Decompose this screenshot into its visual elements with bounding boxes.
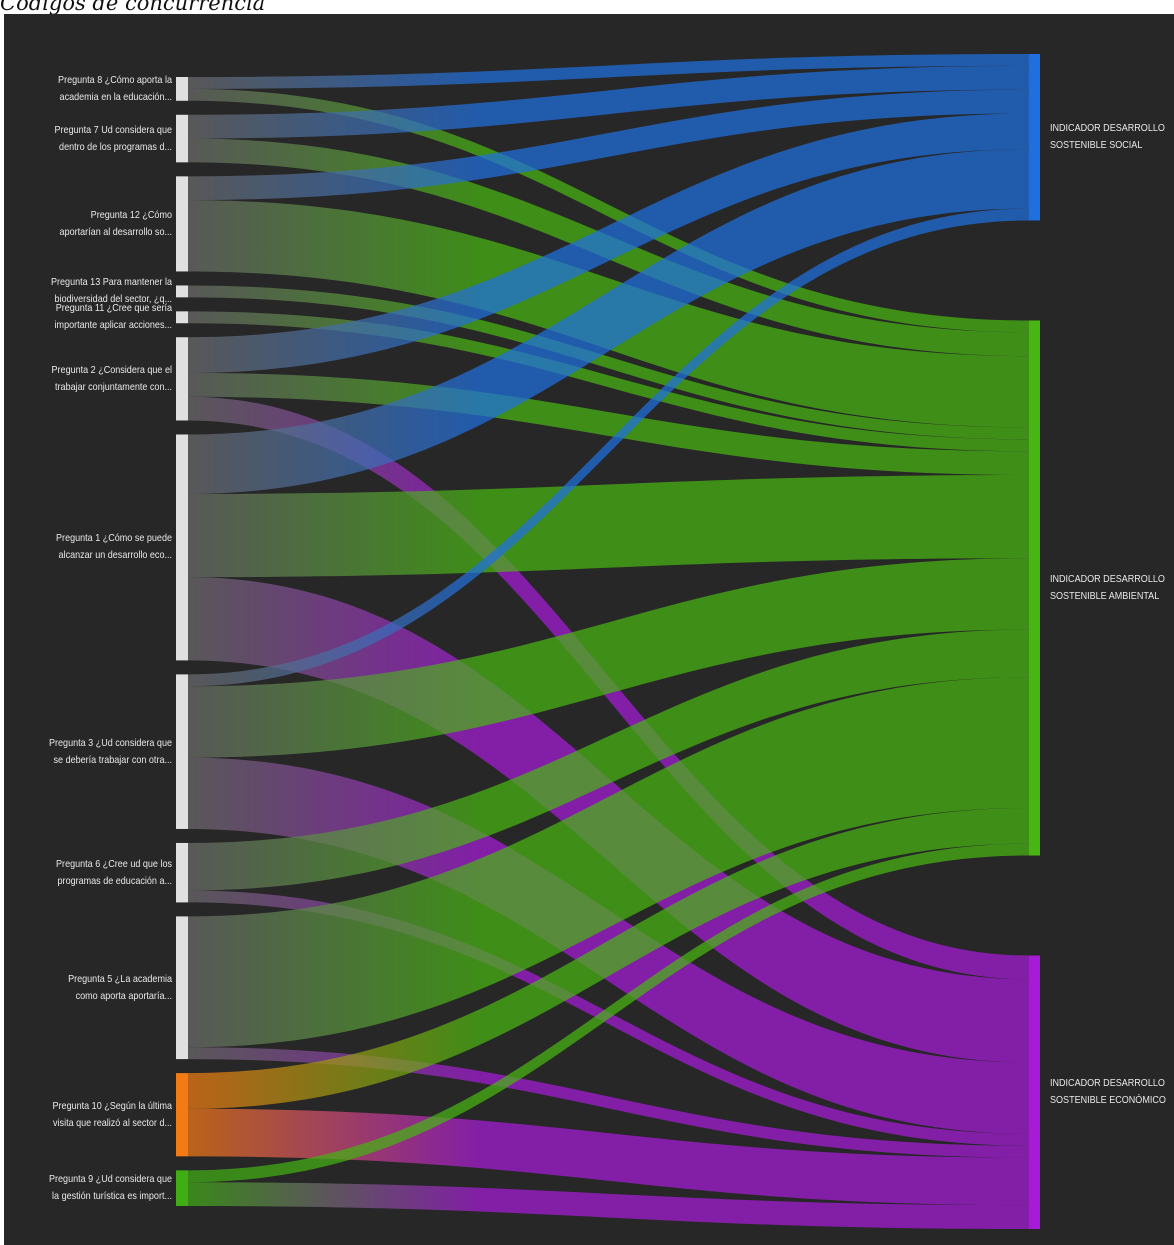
link-p2-soc[interactable] [188,113,1029,373]
source-label-p8: Pregunta 8 ¿Cómo aporta la academia en la… [10,72,172,106]
source-label-p1: Pregunta 1 ¿Cómo se puede alcanzar un des… [10,530,172,564]
link-p1-amb[interactable] [188,475,1029,578]
link-p3-amb[interactable] [188,558,1029,758]
target-label-soc: INDICADOR DESARROLLO SOSTENIBLE SOCIAL [1050,120,1174,154]
target-node-amb[interactable] [1029,320,1040,856]
label-line: Pregunta 3 ¿Ud considera que [49,736,172,749]
label-line: INDICADOR DESARROLLO [1050,122,1165,135]
source-node-p10[interactable] [176,1073,188,1157]
source-node-p8[interactable] [176,77,188,101]
link-p8-amb[interactable] [188,88,1029,333]
chart-caption: Códigos de concurrencia [0,0,266,15]
label-line: visita que realizó al sector d... [53,1116,172,1129]
link-p6-amb[interactable] [188,629,1029,891]
label-line: academia en la educación... [59,90,173,103]
link-p13-amb[interactable] [188,285,1029,440]
label-line: alcanzar un desarrollo eco... [58,549,172,562]
label-line: la gestión turística es import... [52,1190,173,1203]
source-label-p3: Pregunta 3 ¿Ud considera que se debería t… [10,735,172,769]
link-p5-eco[interactable] [188,1047,1029,1158]
links-layer [188,54,1029,1229]
source-label-p10: Pregunta 10 ¿Según la última visita que r… [10,1098,172,1132]
label-line: como aporta aportaría... [75,989,172,1002]
target-node-soc[interactable] [1029,54,1040,221]
label-line: se debería trabajar con otra... [53,753,173,766]
source-node-p7[interactable] [176,114,188,163]
label-line: Pregunta 13 Para mantener la [51,276,172,289]
source-node-p1[interactable] [176,434,188,661]
label-line: Pregunta 5 ¿La academia [68,972,172,985]
label-line: Pregunta 11 ¿Cree que sería [55,302,172,315]
label-line: Pregunta 1 ¿Cómo se puede [56,532,173,545]
label-line: SOSTENIBLE ECONÓMICO [1050,1094,1166,1107]
source-label-p9: Pregunta 9 ¿Ud considera que la gestión t… [10,1171,172,1205]
target-label-amb: INDICADOR DESARROLLO SOSTENIBLE AMBIENTAL [1050,571,1174,605]
link-p9-amb[interactable] [188,843,1029,1183]
label-line: Pregunta 10 ¿Según la última [52,1099,173,1112]
link-p11-amb[interactable] [188,311,1029,452]
source-node-p9[interactable] [176,1170,188,1206]
label-line: dentro de los programas d... [59,140,173,153]
link-p12-soc[interactable] [188,89,1029,201]
source-label-p12: Pregunta 12 ¿Cómo aportarían al desarroll… [10,207,172,241]
label-line: SOSTENIBLE AMBIENTAL [1050,589,1160,602]
source-node-p13[interactable] [176,285,188,298]
nodes-layer [176,54,1040,1229]
label-line: INDICADOR DESARROLLO [1050,572,1165,585]
source-label-p2: Pregunta 2 ¿Considera que el trabajar con… [10,362,172,396]
source-label-p5: Pregunta 5 ¿La academia como aporta aport… [10,971,172,1005]
label-line: Pregunta 12 ¿Cómo [90,208,172,221]
link-p2-amb[interactable] [188,372,1029,476]
label-line: biodiversidad del sector, ¿q... [54,293,173,306]
source-label-p13: Pregunta 13 Para mantener la biodiversida… [10,274,172,308]
link-p7-soc[interactable] [188,65,1029,139]
label-line: INDICADOR DESARROLLO [1050,1077,1165,1090]
link-p10-amb[interactable] [188,807,1029,1109]
sankey-chart [176,54,1040,1229]
label-line: Pregunta 2 ¿Considera que el [51,363,173,376]
source-node-p5[interactable] [176,916,188,1060]
sankey-panel: Pregunta 8 ¿Cómo aporta la academia en la… [4,14,1174,1245]
link-p5-amb[interactable] [188,677,1029,1048]
label-line: importante aplicar acciones... [54,319,173,332]
source-node-p6[interactable] [176,842,188,903]
label-line: programas de educación a... [57,874,172,887]
label-line: Pregunta 6 ¿Cree ud que los [56,857,173,870]
label-line: Pregunta 8 ¿Cómo aporta la [58,73,173,86]
source-node-p12[interactable] [176,176,188,272]
label-line: aportarían al desarrollo so... [59,225,172,238]
source-label-p6: Pregunta 6 ¿Cree ud que los programas de … [10,856,172,890]
link-p8-soc[interactable] [188,54,1029,89]
source-node-p2[interactable] [176,337,188,421]
label-line: Pregunta 9 ¿Ud considera que [49,1173,172,1186]
source-node-p3[interactable] [176,674,188,829]
label-line: trabajar conjuntamente con... [55,380,172,393]
link-p3-soc[interactable] [188,208,1029,687]
target-label-eco: INDICADOR DESARROLLO SOSTENIBLE ECONÓMICO [1050,1075,1174,1109]
link-p1-soc[interactable] [188,149,1029,494]
source-label-p11: Pregunta 11 ¿Cree que sería importante ap… [10,300,172,334]
target-node-eco[interactable] [1029,955,1040,1229]
label-line: Pregunta 7 Ud considera que [54,123,172,136]
source-label-p7: Pregunta 7 Ud considera que dentro de los… [10,122,172,156]
source-node-p11[interactable] [176,311,188,324]
label-line: SOSTENIBLE SOCIAL [1050,139,1143,152]
link-p9-eco[interactable] [188,1182,1029,1229]
